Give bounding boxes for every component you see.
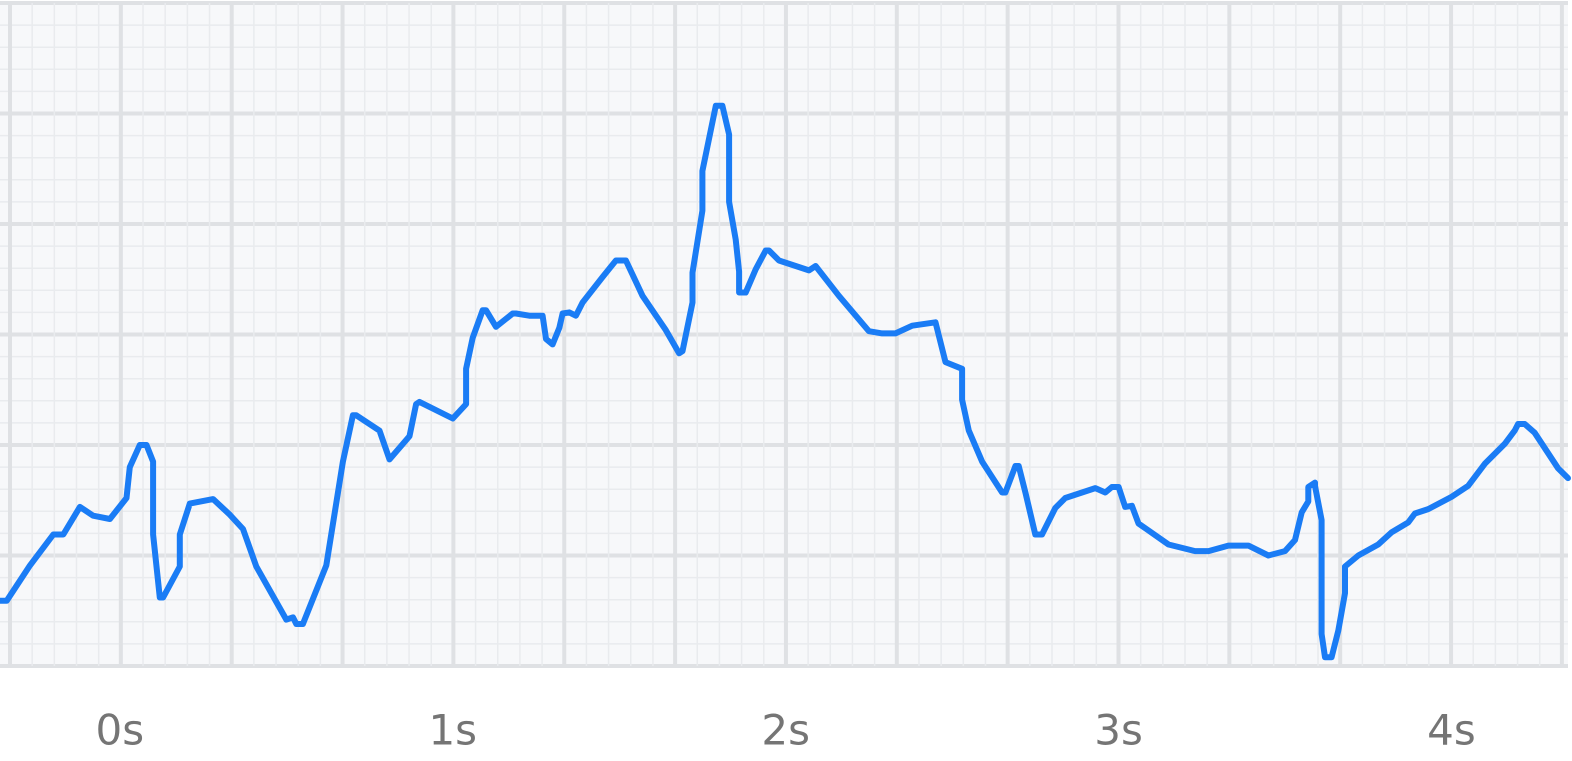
x-tick-label: 0s [96,706,145,755]
data-line [0,102,1571,661]
x-tick-label: 1s [428,706,477,755]
x-tick-label: 3s [1094,706,1143,755]
x-tick-label: 2s [761,706,810,755]
x-tick-label: 4s [1427,706,1476,755]
